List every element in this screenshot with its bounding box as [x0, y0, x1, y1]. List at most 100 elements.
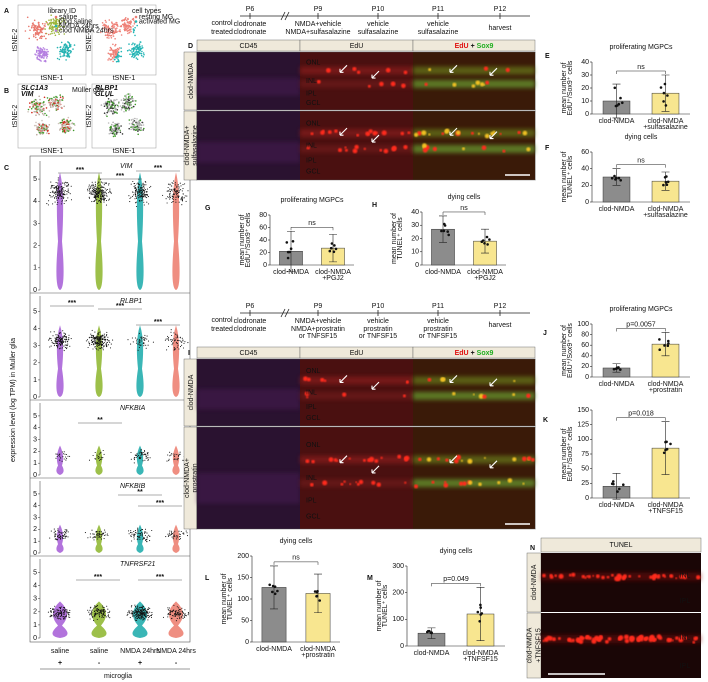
cell-dot — [64, 334, 66, 336]
cell-dot — [61, 337, 63, 340]
cell-dot — [102, 605, 104, 607]
cell-dot — [175, 199, 177, 201]
sample-dot — [662, 183, 665, 187]
nucleus — [367, 84, 371, 88]
cell-dot — [105, 182, 107, 184]
nucleus — [483, 83, 486, 86]
nucleus — [406, 380, 409, 383]
cell-dot — [94, 197, 96, 199]
cell-dot — [120, 99, 123, 101]
cell-dot — [131, 106, 133, 109]
channel-label: TUNEL — [610, 542, 633, 549]
tissue-layer — [197, 389, 300, 410]
timeline-day: P9 — [314, 6, 323, 13]
cell-dot — [148, 607, 150, 609]
cell-dot — [131, 195, 134, 197]
nucleus — [354, 144, 359, 150]
cell-dot — [56, 198, 58, 200]
cell-dot — [37, 112, 40, 115]
cell-dot — [61, 186, 63, 188]
sig-bracket — [290, 227, 334, 231]
cell-dot — [96, 345, 98, 347]
nucleus — [452, 392, 456, 396]
cell-dot — [131, 531, 133, 534]
cell-dot — [43, 48, 46, 50]
cell-dot — [175, 337, 177, 339]
cell-dot — [112, 132, 115, 134]
cell-dot — [105, 194, 107, 196]
cell-dot — [88, 184, 90, 186]
cell-dot — [58, 537, 60, 539]
cell-dot — [185, 615, 187, 617]
cell-dot — [143, 336, 145, 339]
cell-dot — [144, 194, 146, 196]
cell-dot — [91, 201, 93, 203]
cell-dot — [136, 619, 138, 622]
cell-dot — [137, 121, 140, 124]
cell-dot — [184, 616, 186, 618]
cell-dot — [130, 128, 132, 131]
nucleus — [675, 636, 679, 640]
cell-dot — [99, 190, 101, 192]
cell-dot — [168, 458, 170, 460]
cell-dot — [107, 534, 109, 537]
cell-dot — [121, 133, 124, 135]
cell-dot — [176, 346, 178, 348]
cell-dot — [59, 455, 61, 457]
cell-dot — [118, 127, 120, 130]
cell-dot — [132, 47, 135, 49]
arrow — [371, 381, 380, 390]
cell-dot — [135, 121, 137, 124]
cell-dot — [52, 335, 54, 337]
cell-dot — [59, 94, 61, 96]
cell-dot — [30, 107, 33, 110]
sample-dot — [622, 483, 625, 487]
cell-dot — [94, 606, 96, 608]
cell-dot — [42, 47, 45, 49]
sample-dot — [486, 243, 489, 246]
cell-dot — [56, 185, 58, 187]
cell-dot — [68, 46, 71, 48]
cell-dot — [172, 182, 174, 185]
cell-dot — [99, 615, 101, 617]
cell-dot — [93, 200, 95, 202]
cell-dot — [103, 607, 105, 609]
cell-dot — [63, 131, 66, 133]
axis-title: mean number ofTUNEL⁺ cells — [391, 213, 404, 264]
cell-dot — [105, 103, 108, 105]
cell-dot — [174, 184, 176, 186]
sample-dot — [658, 348, 661, 352]
sample-dot — [666, 94, 669, 97]
cell-dot — [100, 535, 102, 537]
cell-dot — [99, 335, 102, 337]
cell-dot — [144, 528, 147, 530]
cell-dot — [100, 104, 103, 106]
cell-dot — [59, 617, 61, 619]
cell-dot — [57, 202, 59, 204]
cell-dot — [57, 536, 59, 538]
cell-dot — [50, 21, 52, 24]
cell-dot — [143, 345, 145, 347]
cell-dot — [178, 190, 180, 192]
cell-dot — [139, 612, 141, 614]
cell-dot — [182, 193, 184, 195]
cell-dot — [105, 24, 107, 27]
cell-dot — [128, 127, 130, 130]
cell-dot — [64, 200, 66, 202]
cell-dot — [172, 200, 174, 203]
cell-dot — [94, 195, 96, 197]
sample-dot — [332, 250, 336, 254]
nucleus — [669, 574, 672, 577]
cell-dot — [58, 348, 60, 350]
cell-dot — [177, 196, 179, 198]
cell-dot — [136, 118, 138, 120]
group-label: microglia — [104, 673, 132, 680]
cell-dot — [96, 536, 98, 538]
cell-dot — [137, 455, 140, 457]
cell-dot — [97, 338, 99, 340]
cell-dot — [92, 183, 94, 185]
cell-dot — [95, 534, 97, 536]
cell-dot — [112, 339, 114, 341]
cell-dot — [51, 32, 53, 35]
cell-dot — [36, 104, 38, 106]
